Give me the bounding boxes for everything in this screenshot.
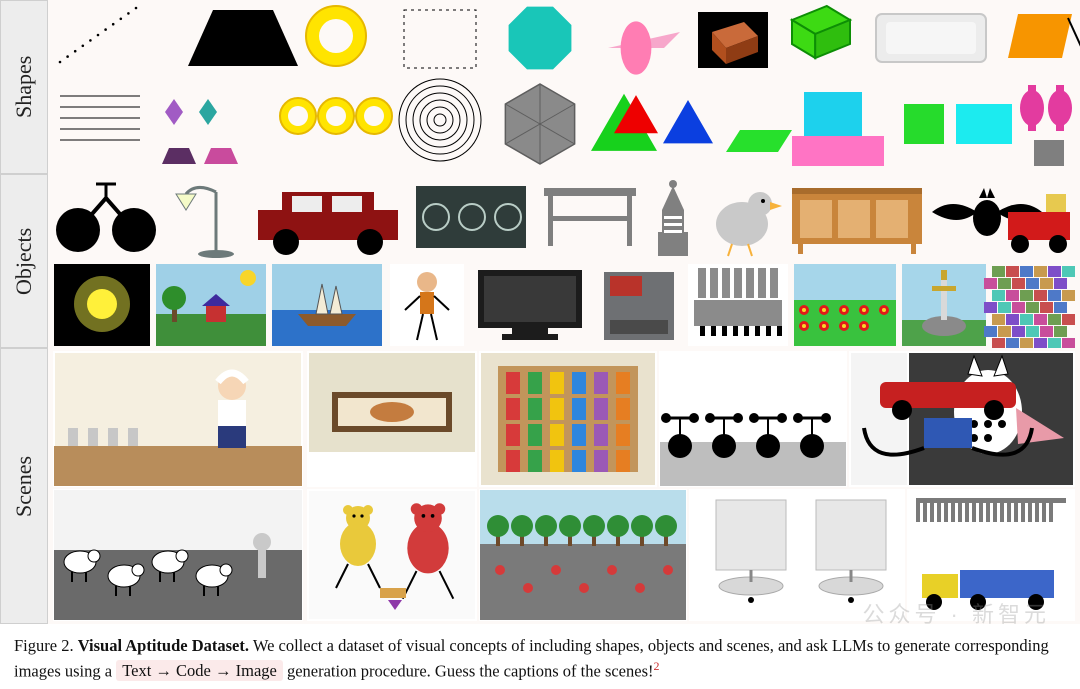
caption-body-b: generation procedure. Guess the captions… bbox=[283, 661, 654, 680]
row-label-objects: Objects bbox=[0, 174, 48, 348]
objects-svg bbox=[48, 174, 1080, 348]
grid-content bbox=[48, 0, 1080, 624]
caption-lead: Figure 2. bbox=[14, 636, 78, 655]
scenes-svg bbox=[48, 348, 1080, 624]
dataset-grid: Shapes Objects Scenes bbox=[0, 0, 1080, 624]
figure-2: Shapes Objects Scenes Figure 2. Visual A… bbox=[0, 0, 1080, 689]
shapes-svg bbox=[48, 0, 1080, 174]
caption-title: Visual Aptitude Dataset. bbox=[78, 636, 249, 655]
band-objects bbox=[48, 174, 1080, 348]
row-label-scenes: Scenes bbox=[0, 348, 48, 624]
caption-pill: Text → Code → Image bbox=[116, 660, 283, 681]
row-label-shapes: Shapes bbox=[0, 0, 48, 174]
row-labels: Shapes Objects Scenes bbox=[0, 0, 48, 624]
band-scenes bbox=[48, 348, 1080, 624]
band-shapes bbox=[48, 0, 1080, 174]
figure-caption: Figure 2. Visual Aptitude Dataset. We co… bbox=[0, 624, 1080, 689]
caption-footnote-marker: 2 bbox=[654, 659, 660, 673]
